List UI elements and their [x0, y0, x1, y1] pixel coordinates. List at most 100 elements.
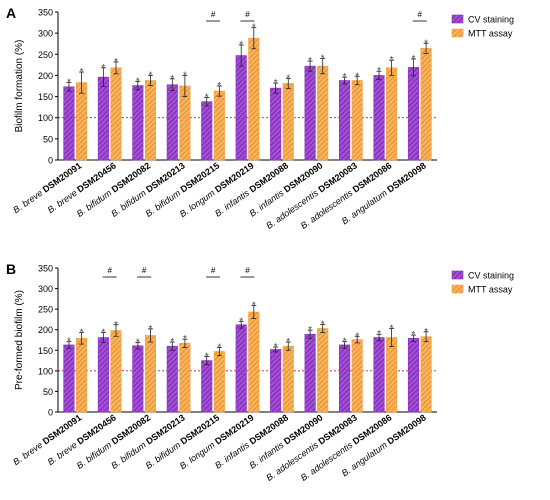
significance-mark: *	[424, 327, 428, 338]
significance-mark: *	[170, 74, 174, 85]
significance-mark: *	[217, 342, 221, 353]
legend-label: MTT assay	[468, 29, 513, 39]
bar	[213, 351, 225, 413]
significance-mark: *	[239, 40, 243, 51]
significance-mark: *	[67, 337, 71, 348]
significance-mark: *	[136, 337, 140, 348]
bar	[132, 345, 144, 413]
y-tick-label: 0	[48, 156, 53, 166]
y-tick-label: 0	[48, 408, 53, 418]
x-tick-strain: DSM20098	[385, 160, 428, 194]
legend-swatch	[451, 14, 464, 24]
bar	[97, 337, 109, 413]
y-tick-label: 50	[43, 134, 53, 144]
legend-label: CV staining	[468, 15, 514, 25]
comparison-mark: #	[245, 266, 250, 275]
y-tick-label: 250	[38, 50, 53, 60]
bar	[420, 336, 432, 413]
significance-mark: *	[183, 70, 187, 81]
bar	[386, 337, 398, 413]
comparison-mark: #	[211, 266, 216, 275]
bar	[373, 337, 385, 413]
bar	[63, 344, 75, 413]
significance-mark: *	[67, 78, 71, 89]
x-tick-species: B. breve	[11, 188, 44, 215]
bar	[75, 338, 88, 413]
bar	[166, 84, 178, 161]
y-tick-label: 300	[38, 284, 53, 294]
bar	[407, 67, 420, 161]
bar	[144, 80, 156, 161]
panel-letter: A	[6, 5, 16, 21]
significance-mark: *	[274, 78, 278, 89]
bar	[339, 80, 351, 161]
panel-a: A Biofilm formation (%) 0 50 100 150 200 250 300…	[6, 5, 514, 231]
bar	[270, 87, 282, 161]
bar	[282, 83, 294, 161]
y-tick-label: 150	[38, 92, 53, 102]
significance-mark: *	[377, 66, 381, 77]
y-tick-label: 50	[43, 387, 53, 397]
significance-mark: *	[343, 337, 347, 348]
significance-mark: *	[101, 63, 105, 74]
comparison-mark: #	[211, 10, 216, 19]
bar	[235, 324, 247, 413]
significance-mark: *	[205, 92, 209, 103]
significance-mark: *	[355, 71, 359, 82]
y-tick-label: 200	[38, 325, 53, 335]
bar	[213, 90, 225, 161]
significance-mark: *	[80, 328, 84, 339]
bar	[248, 311, 260, 413]
significance-mark: *	[80, 67, 84, 78]
x-tick-species: B. breve	[11, 440, 44, 467]
y-tick-label: 350	[38, 264, 53, 274]
bar	[317, 65, 329, 161]
bar	[420, 48, 432, 161]
bar	[317, 328, 329, 413]
significance-mark: *	[390, 55, 394, 66]
y-axis-label: Biofilm formation (%)	[14, 40, 25, 133]
panel-b: B Pre-formed biofilm (%) 0 50 100 150 200 250 30…	[6, 261, 514, 483]
bar	[270, 349, 282, 413]
legend-label: CV staining	[468, 271, 514, 281]
significance-mark: *	[114, 57, 118, 68]
bar	[110, 67, 122, 161]
bar	[304, 65, 316, 161]
significance-mark: *	[205, 351, 209, 362]
bar	[179, 342, 191, 413]
y-tick-label: 150	[38, 346, 53, 356]
significance-mark: *	[286, 73, 290, 84]
significance-mark: *	[343, 72, 347, 83]
y-tick-label: 200	[38, 71, 53, 81]
panel-letter: B	[6, 261, 16, 277]
legend-swatch	[451, 284, 464, 294]
bar	[248, 37, 260, 161]
y-tick-label: 350	[38, 8, 53, 18]
bar	[166, 345, 178, 413]
significance-mark: *	[252, 300, 256, 311]
legend-swatch	[451, 270, 464, 280]
bar	[235, 55, 247, 161]
bar	[201, 360, 213, 413]
y-axis-label: Pre-formed biofilm (%)	[14, 290, 25, 390]
x-tick-strain: DSM20098	[385, 412, 428, 446]
bar	[351, 80, 363, 161]
bar	[304, 333, 316, 413]
legend-swatch	[451, 28, 464, 38]
legend-label: MTT assay	[468, 285, 513, 295]
y-tick-label: 250	[38, 305, 53, 315]
significance-mark: *	[183, 334, 187, 345]
significance-mark: *	[148, 70, 152, 81]
bar	[339, 344, 351, 413]
bar	[110, 330, 122, 413]
bar	[407, 338, 420, 413]
significance-mark: *	[308, 56, 312, 67]
significance-mark: *	[101, 328, 105, 339]
significance-mark: *	[321, 54, 325, 65]
bar	[201, 101, 213, 161]
significance-mark: *	[390, 323, 394, 334]
bar	[373, 75, 385, 161]
significance-mark: *	[377, 329, 381, 340]
bar	[75, 82, 88, 161]
